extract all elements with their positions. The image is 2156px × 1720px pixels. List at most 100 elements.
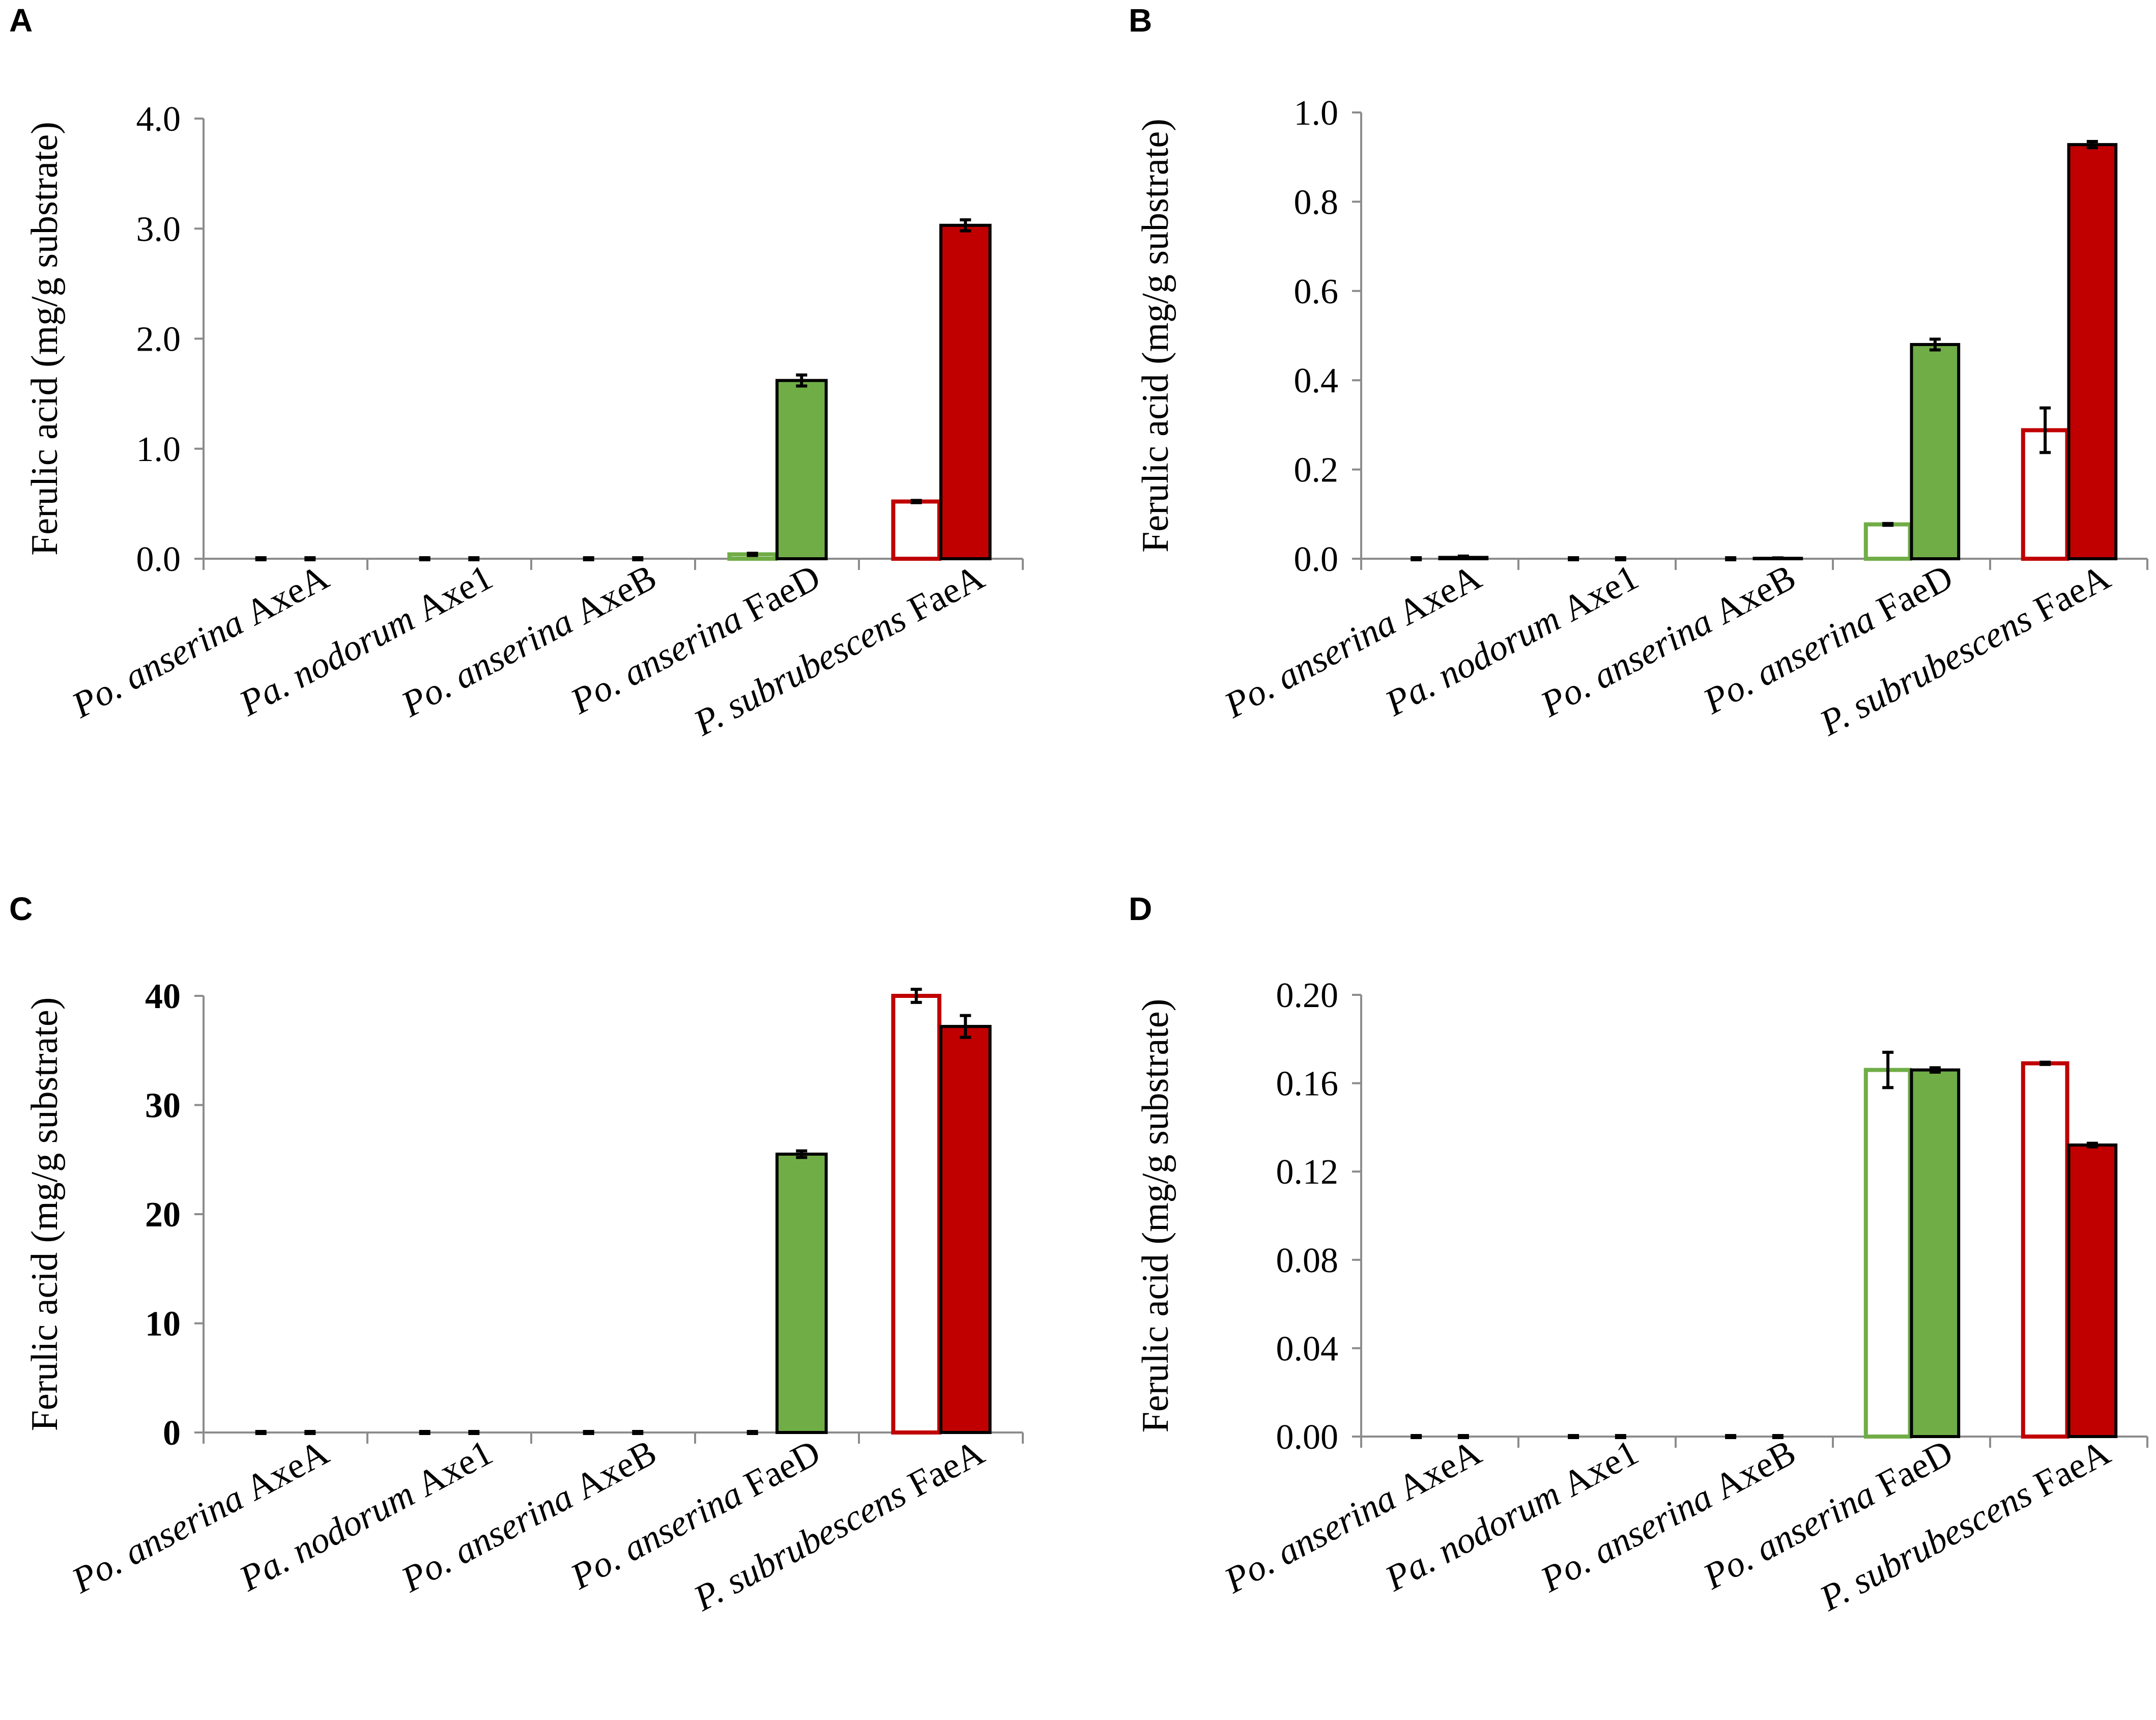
error-bar	[1725, 1434, 1737, 1439]
category-enzyme: AxeB	[560, 1431, 663, 1512]
panel-b: B 0.0 0.2 0.4 0.6 0.8 1.0 Ferulic acid (mg/g su…	[1129, 2, 2148, 744]
y-tick-label: 0.8	[1294, 183, 1339, 222]
y-tick-label: 0.00	[1276, 1418, 1339, 1457]
y-tick-label: 3.0	[136, 210, 181, 249]
error-bar	[1615, 1434, 1626, 1439]
y-tick-label: 0.20	[1276, 976, 1339, 1015]
bar-filled	[2067, 1143, 2118, 1439]
category-enzyme: FaeD	[730, 1431, 827, 1509]
y-tick-label: 0	[163, 1414, 181, 1453]
category-enzyme: FaeD	[730, 556, 827, 634]
error-bar	[304, 1430, 316, 1435]
error-bar	[255, 1430, 267, 1435]
y-tick-label: 0.16	[1276, 1065, 1339, 1104]
y-tick-label: 20	[145, 1195, 181, 1235]
y-axis-label: Ferulic acid (mg/g substrate)	[1135, 119, 1176, 553]
error-bar	[1457, 554, 1469, 560]
error-bar	[796, 1149, 808, 1159]
bar-open	[2021, 1061, 2069, 1439]
y-axis-label: Ferulic acid (mg/g substrate)	[1135, 999, 1176, 1433]
category-enzyme: AxeB	[560, 556, 663, 637]
error-bar	[1411, 1434, 1422, 1439]
category-species: Po. anserina	[1217, 1477, 1402, 1601]
y-tick-label: 10	[145, 1305, 181, 1344]
error-bar	[910, 499, 922, 504]
category-enzyme: AxeA	[231, 556, 335, 638]
panel-c: C 0 10 20 30 40 Ferulic acid (mg/g substrate) P…	[9, 891, 1024, 1619]
category-enzyme: FaeA	[2019, 556, 2116, 634]
panel-letter: C	[9, 891, 33, 927]
y-tick-label: 0.12	[1276, 1153, 1339, 1192]
error-bar	[910, 988, 922, 1004]
category-enzyme: FaeA	[2019, 1431, 2116, 1509]
error-bar	[419, 1430, 430, 1435]
error-bar	[1772, 556, 1784, 560]
error-bar	[960, 1014, 971, 1039]
category-label: Po. anserina AxeB	[1534, 1431, 1802, 1600]
error-bar	[468, 1430, 480, 1435]
category-enzyme: AxeA	[1383, 1431, 1487, 1513]
y-axis-label: Ferulic acid (mg/g substrate)	[24, 997, 66, 1431]
category-enzyme: AxeA	[231, 1431, 335, 1513]
bar-open	[1863, 1068, 1912, 1439]
category-label: P. subrubescens FaeA	[1813, 556, 2117, 743]
error-bar	[1929, 337, 1941, 352]
error-bar	[632, 556, 644, 561]
category-enzyme: FaeD	[1862, 1431, 1959, 1509]
error-bar	[1457, 1434, 1469, 1439]
category-label: Po. anserina AxeA	[1217, 1431, 1487, 1601]
y-tick-label: 1.0	[1294, 94, 1339, 133]
panel-a: A 0.0 1.0 2.0 3.0 4.0 Ferulic acid (mg/g subst…	[9, 2, 1024, 744]
bar-open	[891, 994, 942, 1435]
y-tick-label: 40	[145, 977, 181, 1016]
category-label: Pa. nodorum Axe1	[1378, 1431, 1645, 1599]
category-species: Po. anserina	[65, 602, 250, 726]
category-enzyme: FaeA	[894, 556, 991, 634]
category-species: Po. anserina	[1217, 602, 1402, 726]
error-bar	[304, 556, 316, 561]
y-tick-label: 2.0	[136, 320, 181, 359]
error-bar	[2086, 140, 2098, 150]
error-bar	[255, 556, 267, 561]
y-tick-label: 30	[145, 1086, 181, 1126]
category-enzyme: Axe1	[1547, 1431, 1645, 1509]
bar-filled	[2067, 143, 2118, 561]
y-tick-label: 1.0	[136, 430, 181, 469]
y-tick-label: 0.08	[1276, 1241, 1339, 1280]
error-bar	[746, 1430, 758, 1435]
category-enzyme: AxeB	[1700, 1431, 1802, 1512]
bar-open	[1863, 522, 1912, 561]
bar-filled	[1910, 343, 1961, 560]
category-label: P. subrubescens FaeA	[1813, 1431, 2117, 1619]
error-bar	[1725, 556, 1737, 561]
bar-open	[2021, 428, 2069, 561]
bar-filled	[1910, 1068, 1961, 1439]
bar-filled	[939, 223, 992, 560]
error-bar	[1882, 1050, 1894, 1090]
bar-filled	[939, 1025, 992, 1435]
y-tick-label: 0.6	[1294, 272, 1339, 311]
category-label: P. subrubescens FaeA	[687, 1431, 991, 1619]
error-bar	[468, 556, 480, 561]
error-bar	[1615, 556, 1626, 561]
category-enzyme: FaeD	[1862, 556, 1959, 634]
error-bar	[1772, 1434, 1784, 1439]
error-bar	[2039, 406, 2051, 454]
bar-filled	[775, 1153, 828, 1434]
y-tick-label: 0.04	[1276, 1329, 1339, 1368]
category-enzyme: Axe1	[1547, 556, 1645, 634]
category-label: P. subrubescens FaeA	[687, 556, 991, 743]
category-enzyme: AxeA	[1383, 556, 1487, 638]
category-enzyme: Axe1	[402, 556, 499, 634]
category-label: Po. anserina AxeA	[1217, 556, 1487, 726]
error-bar	[419, 556, 430, 561]
error-bar	[1882, 522, 1894, 527]
y-tick-label: 0.0	[136, 540, 181, 579]
panel-letter: B	[1129, 2, 1152, 39]
y-axis-label: Ferulic acid (mg/g substrate)	[24, 122, 66, 556]
error-bar	[796, 373, 808, 388]
panel-letter: D	[1129, 891, 1152, 927]
error-bar	[583, 1430, 594, 1435]
category-enzyme: FaeA	[894, 1431, 991, 1509]
